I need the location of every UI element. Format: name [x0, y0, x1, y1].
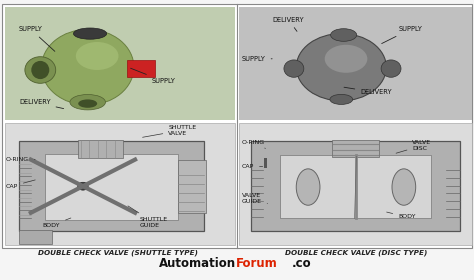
Text: VALVE
GUIDE: VALVE GUIDE — [242, 193, 267, 204]
Bar — [239, 123, 472, 245]
Ellipse shape — [284, 60, 304, 77]
Ellipse shape — [78, 182, 88, 190]
Bar — [19, 230, 52, 244]
Ellipse shape — [381, 60, 401, 77]
Ellipse shape — [392, 169, 416, 205]
Text: SUPPLY: SUPPLY — [130, 68, 175, 84]
Ellipse shape — [330, 94, 353, 104]
Ellipse shape — [73, 28, 107, 39]
Text: SHUTTLE
GUIDE: SHUTTLE GUIDE — [128, 206, 168, 228]
Bar — [127, 60, 155, 77]
Ellipse shape — [330, 29, 356, 41]
Text: BODY: BODY — [43, 218, 71, 228]
Text: SUPPLY: SUPPLY — [382, 26, 422, 44]
Text: SUPPLY: SUPPLY — [242, 56, 272, 62]
Text: BODY: BODY — [387, 212, 416, 220]
Bar — [280, 155, 431, 218]
Text: DOUBLE CHECK VALVE (SHUTTLE TYPE): DOUBLE CHECK VALVE (SHUTTLE TYPE) — [37, 249, 198, 256]
Bar — [45, 154, 178, 220]
Ellipse shape — [70, 95, 105, 110]
Text: O-RING: O-RING — [242, 140, 265, 148]
Ellipse shape — [78, 99, 97, 108]
Bar — [239, 7, 472, 120]
Bar — [2, 4, 472, 248]
Text: .co: .co — [292, 257, 311, 270]
Ellipse shape — [31, 61, 49, 79]
Text: CAP: CAP — [242, 164, 263, 169]
Bar — [251, 141, 460, 231]
Text: VALVE
DISC: VALVE DISC — [396, 140, 431, 153]
Text: Automation: Automation — [159, 257, 236, 270]
Ellipse shape — [296, 169, 320, 205]
Ellipse shape — [325, 45, 367, 73]
Text: DELIVERY: DELIVERY — [344, 87, 392, 95]
Text: DELIVERY: DELIVERY — [273, 17, 304, 31]
Ellipse shape — [76, 42, 118, 70]
Bar — [264, 158, 267, 168]
Ellipse shape — [41, 29, 134, 105]
Bar — [78, 140, 123, 158]
Bar — [332, 140, 379, 157]
Bar — [178, 160, 206, 213]
Text: DELIVERY: DELIVERY — [19, 99, 64, 109]
Text: CAP: CAP — [6, 180, 35, 189]
Text: SHUTTLE
VALVE: SHUTTLE VALVE — [143, 125, 196, 137]
Text: SUPPLY: SUPPLY — [19, 26, 55, 51]
Text: DOUBLE CHECK VALVE (DISC TYPE): DOUBLE CHECK VALVE (DISC TYPE) — [285, 249, 428, 256]
Bar — [5, 7, 235, 120]
Bar — [19, 141, 204, 231]
Ellipse shape — [296, 34, 386, 101]
Ellipse shape — [25, 57, 56, 83]
Bar — [5, 123, 235, 245]
Text: O-RING: O-RING — [6, 157, 35, 162]
Text: Forum: Forum — [236, 257, 278, 270]
